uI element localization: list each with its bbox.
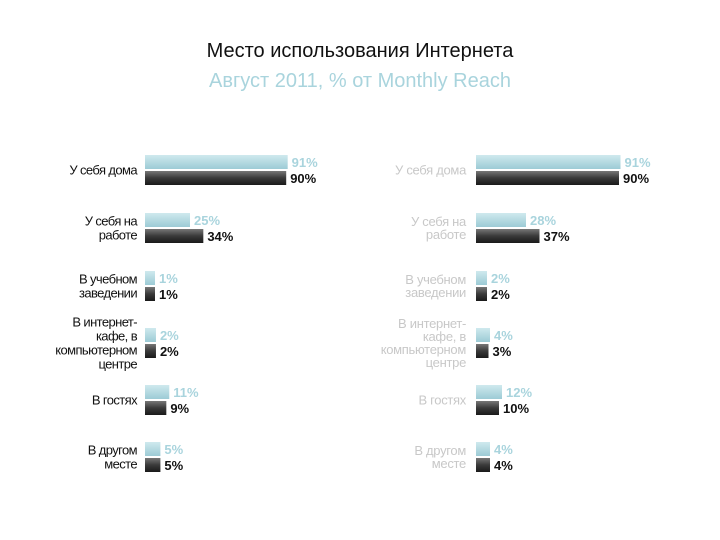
right-category-label: В интернет-кафе, в компьютерном центре — [381, 316, 467, 370]
left-value-label-series-1: 25% — [194, 213, 220, 228]
right-category-label: У себя на работе — [411, 214, 467, 242]
left-category-label: В другом месте — [88, 443, 138, 472]
right-bar-series-2 — [476, 287, 487, 301]
right-bar-series-1 — [476, 155, 621, 169]
right-bar-series-2 — [476, 229, 540, 243]
left-value-label-series-1: 11% — [173, 385, 199, 400]
left-category-label: В учебном заведении — [79, 272, 138, 301]
left-bar-series-2 — [145, 401, 167, 415]
left-bar-series-2 — [145, 287, 155, 301]
left-value-label-series-2: 1% — [159, 287, 178, 302]
left-value-label-series-1: 91% — [292, 155, 318, 170]
right-value-label-series-1: 28% — [530, 213, 556, 228]
right-value-label-series-2: 90% — [623, 171, 649, 186]
left-bar-series-1 — [145, 213, 190, 227]
left-bar-series-1 — [145, 155, 288, 169]
left-value-label-series-1: 1% — [159, 271, 178, 286]
right-value-label-series-1: 12% — [506, 385, 532, 400]
right-category-label: У себя дома — [395, 163, 467, 178]
left-value-label-series-2: 5% — [164, 458, 183, 473]
right-bar-series-1 — [476, 385, 502, 399]
left-bar-series-2 — [145, 171, 287, 185]
left-bar-series-1 — [145, 442, 161, 456]
chart-title: Место использования Интернета — [206, 40, 514, 62]
left-value-label-series-2: 90% — [290, 171, 316, 186]
chart-subtitle: Август 2011, % от Monthly Reach — [208, 70, 511, 92]
left-value-label-series-2: 34% — [207, 229, 233, 244]
left-bar-series-2 — [145, 344, 156, 358]
left-bar-series-2 — [145, 229, 204, 243]
left-category-label: У себя на работе — [85, 214, 139, 243]
right-chart: У себя дома 91%90% У себя на работе 28%37% В … — [381, 155, 651, 473]
right-value-label-series-2: 4% — [494, 458, 513, 473]
left-value-label-series-1: 2% — [160, 328, 179, 343]
right-bar-series-1 — [476, 442, 490, 456]
right-value-label-series-1: 4% — [494, 442, 513, 457]
left-category-label: В гостях — [92, 393, 138, 408]
left-category-label: У себя дома — [69, 163, 138, 178]
right-bar-series-1 — [476, 271, 487, 285]
left-bar-series-1 — [145, 271, 155, 285]
left-bar-series-1 — [145, 385, 170, 399]
right-value-label-series-1: 91% — [625, 155, 651, 170]
right-value-label-series-1: 4% — [494, 328, 513, 343]
left-value-label-series-1: 5% — [164, 442, 183, 457]
right-bar-series-2 — [476, 171, 619, 185]
right-value-label-series-1: 2% — [491, 271, 510, 286]
right-category-label: В гостях — [418, 393, 466, 408]
right-value-label-series-2: 2% — [491, 287, 510, 302]
left-value-label-series-2: 9% — [170, 401, 189, 416]
right-value-label-series-2: 10% — [503, 401, 529, 416]
right-value-label-series-2: 37% — [544, 229, 570, 244]
right-category-label: В другом месте — [414, 443, 466, 471]
right-bar-series-1 — [476, 213, 526, 227]
right-bar-series-2 — [476, 401, 499, 415]
right-bar-series-1 — [476, 328, 490, 342]
left-value-label-series-2: 2% — [160, 344, 179, 359]
left-bar-series-2 — [145, 458, 161, 472]
right-bar-series-2 — [476, 344, 489, 358]
left-category-label: В интернет-кафе, в компьютерном центре — [55, 315, 137, 372]
right-category-label: В учебном заведении — [405, 272, 466, 300]
left-bar-series-1 — [145, 328, 156, 342]
right-value-label-series-2: 3% — [493, 344, 512, 359]
left-chart: У себя дома 91%90% У себя на работе 25%34% В … — [55, 155, 318, 473]
right-bar-series-2 — [476, 458, 490, 472]
